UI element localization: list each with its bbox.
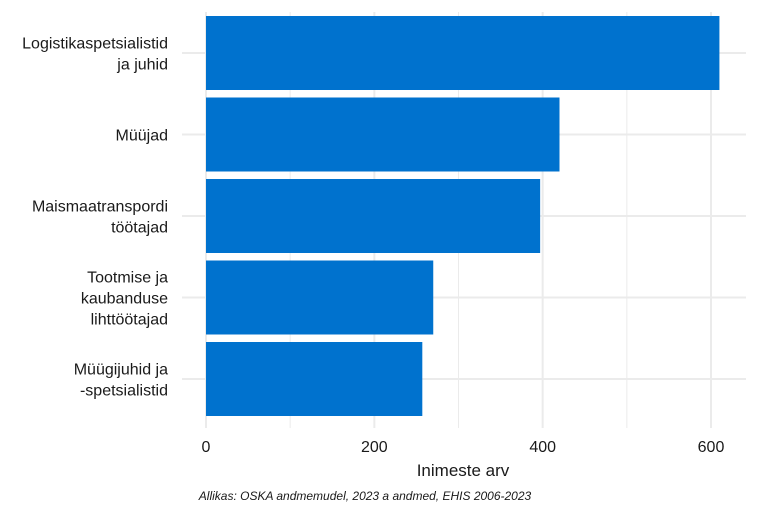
bar-0 (206, 16, 720, 90)
x-axis-title: Inimeste arv (417, 461, 510, 480)
category-label-2: Maismaatranspordi töötajad (32, 199, 168, 237)
x-tick-label-3: 600 (698, 439, 725, 456)
bar-1 (206, 97, 560, 172)
source-caption: Allikas: OSKA andmemudel, 2023 a andmed,… (198, 489, 532, 503)
category-label-line: Müügijuhid ja (74, 362, 168, 379)
category-labels: Logistikaspetsialistid ja juhid Müüjad Mais… (22, 36, 168, 400)
category-label-line: Tootmise ja (87, 270, 168, 287)
category-label-line: -spetsialistid (80, 383, 168, 400)
bar-4 (206, 342, 423, 416)
category-label-line: töötajad (111, 220, 168, 237)
category-label-line: ja juhid (116, 57, 168, 74)
bars (206, 16, 720, 416)
bar-2 (206, 179, 541, 253)
x-tick-labels: 0 200 400 600 (202, 439, 725, 456)
x-tick-label-0: 0 (202, 439, 211, 456)
category-label-line: kaubanduse (81, 291, 168, 308)
category-label-line: Logistikaspetsialistid (22, 36, 168, 53)
x-tick-label-1: 200 (361, 439, 388, 456)
bar-3 (206, 260, 434, 335)
category-label-3: Tootmise ja kaubanduse lihttöötajad (81, 270, 168, 329)
category-label-line: Müüjad (116, 128, 168, 145)
category-label-1: Müüjad (116, 128, 168, 145)
category-label-line: Maismaatranspordi (32, 199, 168, 216)
category-label-0: Logistikaspetsialistid ja juhid (22, 36, 168, 74)
category-label-4: Müügijuhid ja -spetsialistid (74, 362, 168, 400)
category-label-line: lihttöötajad (91, 312, 168, 329)
x-tick-label-2: 400 (529, 439, 556, 456)
